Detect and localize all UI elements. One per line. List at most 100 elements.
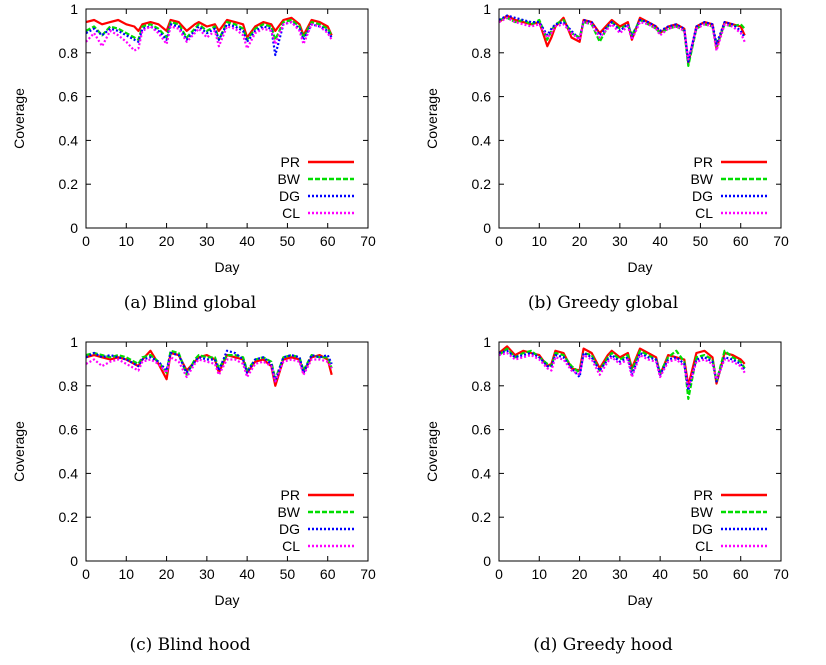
y-tick-label: 0	[70, 220, 78, 236]
legend-label-dg: DG	[692, 188, 713, 204]
legend-label-cl: CL	[695, 205, 713, 221]
series-line-dg	[85, 21, 333, 57]
y-tick-label: 0.8	[472, 45, 492, 61]
x-tick-label: 20	[572, 566, 588, 582]
x-tick-label: 10	[531, 233, 547, 249]
series-line-dg	[85, 349, 333, 383]
x-tick-label: 20	[159, 233, 175, 249]
y-tick-label: 0.8	[59, 378, 79, 394]
y-tick-label: 1	[483, 1, 491, 17]
series-line-bw	[85, 349, 333, 381]
x-tick-label: 50	[693, 233, 709, 249]
x-tick-label: 0	[82, 566, 90, 582]
y-tick-label: 0.6	[472, 89, 492, 105]
caption-a: (a) Blind global	[123, 293, 257, 313]
x-tick-label: 0	[495, 233, 503, 249]
legend-label-dg: DG	[279, 188, 300, 204]
x-tick-label: 10	[531, 566, 547, 582]
y-tick-label: 0.2	[472, 176, 492, 192]
y-tick-label: 0.8	[59, 45, 79, 61]
series-line-pr	[498, 345, 746, 387]
legend-label-dg: DG	[692, 521, 713, 537]
y-tick-label: 0.4	[472, 132, 492, 148]
x-tick-label: 0	[495, 566, 503, 582]
y-tick-label: 0.2	[59, 176, 79, 192]
x-tick-label: 30	[612, 566, 628, 582]
series-line-bw	[498, 16, 746, 68]
legend-label-pr: PR	[694, 154, 713, 170]
x-tick-label: 60	[733, 566, 749, 582]
legend-label-bw: BW	[690, 171, 713, 187]
legend-label-bw: BW	[690, 504, 713, 520]
caption-d: (d) Greedy hood	[533, 635, 673, 655]
caption-b: (b) Greedy global	[527, 293, 679, 313]
x-tick-label: 70	[773, 233, 789, 249]
y-tick-label: 0.2	[59, 509, 79, 525]
x-axis-label: Day	[628, 592, 653, 608]
panel-a: 0 10 20 30 40 50 60 70 0 0.2 0.4 0.6 0.8 1 Day Coverage…	[0, 0, 413, 332]
x-tick-label: 40	[239, 233, 255, 249]
x-tick-label: 70	[360, 566, 376, 582]
x-tick-label: 40	[652, 566, 668, 582]
legend-label-cl: CL	[695, 538, 713, 554]
y-tick-label: 0.6	[472, 422, 492, 438]
x-tick-label: 60	[320, 566, 336, 582]
legend-label-pr: PR	[281, 154, 300, 170]
y-axis-label: Coverage	[11, 421, 27, 482]
legend-label-pr: PR	[281, 487, 300, 503]
caption-c: (c) Blind hood	[129, 635, 251, 655]
y-tick-label: 0.4	[472, 465, 492, 481]
x-tick-label: 70	[773, 566, 789, 582]
y-tick-label: 0.6	[59, 89, 79, 105]
x-tick-label: 20	[572, 233, 588, 249]
x-tick-label: 60	[733, 233, 749, 249]
y-axis-label: Coverage	[424, 421, 440, 482]
legend-label-pr: PR	[694, 487, 713, 503]
plot-frame	[85, 341, 369, 562]
y-tick-label: 0.2	[472, 509, 492, 525]
x-tick-label: 30	[199, 233, 215, 249]
x-axis-label: Day	[215, 592, 240, 608]
series-line-cl	[498, 351, 746, 390]
x-tick-label: 50	[693, 566, 709, 582]
x-tick-label: 10	[118, 233, 134, 249]
series-line-pr	[85, 16, 333, 39]
series-line-cl	[85, 21, 333, 52]
legend-label-cl: CL	[282, 205, 300, 221]
legend-label-cl: CL	[282, 538, 300, 554]
x-tick-label: 40	[239, 566, 255, 582]
x-axis-label: Day	[628, 259, 653, 275]
panel-d: 0 10 20 30 40 50 60 70 0 0.2 0.4 0.6 0.8 1 Day Coverage…	[413, 333, 826, 665]
chart-a: 0 10 20 30 40 50 60 70 0 0.2 0.4 0.6 0.8 1 Day Coverage…	[11, 1, 376, 275]
y-tick-label: 1	[70, 334, 78, 350]
y-tick-label: 0	[483, 553, 491, 569]
plot-frame	[498, 341, 782, 562]
x-tick-label: 10	[118, 566, 134, 582]
panel-c: 0 10 20 30 40 50 60 70 0 0.2 0.4 0.6 0.8 1 Day Coverage…	[0, 333, 413, 665]
legend-label-dg: DG	[279, 521, 300, 537]
y-tick-label: 0	[70, 553, 78, 569]
y-tick-label: 1	[70, 1, 78, 17]
plot-frame	[498, 8, 782, 229]
y-tick-label: 1	[483, 334, 491, 350]
x-tick-label: 20	[159, 566, 175, 582]
x-tick-label: 70	[360, 233, 376, 249]
legend-label-bw: BW	[277, 171, 300, 187]
series-line-cl	[498, 16, 746, 61]
x-tick-label: 0	[82, 233, 90, 249]
x-tick-label: 40	[652, 233, 668, 249]
y-tick-label: 0	[483, 220, 491, 236]
chart-d: 0 10 20 30 40 50 60 70 0 0.2 0.4 0.6 0.8 1 Day Coverage…	[424, 334, 789, 608]
y-tick-label: 0.6	[59, 422, 79, 438]
panel-b: 0 10 20 30 40 50 60 70 0 0.2 0.4 0.6 0.8 1 Day Coverage…	[413, 0, 826, 332]
y-tick-label: 0.4	[59, 465, 79, 481]
chart-b: 0 10 20 30 40 50 60 70 0 0.2 0.4 0.6 0.8 1 Day Coverage…	[424, 1, 789, 275]
y-tick-label: 0.4	[59, 132, 79, 148]
chart-c: 0 10 20 30 40 50 60 70 0 0.2 0.4 0.6 0.8 1 Day Coverage…	[11, 334, 376, 608]
plot-frame	[85, 8, 369, 229]
x-tick-label: 50	[280, 233, 296, 249]
series-line-bw	[85, 18, 333, 41]
series-line-cl	[85, 356, 333, 383]
y-axis-label: Coverage	[11, 88, 27, 149]
y-axis-label: Coverage	[424, 88, 440, 149]
